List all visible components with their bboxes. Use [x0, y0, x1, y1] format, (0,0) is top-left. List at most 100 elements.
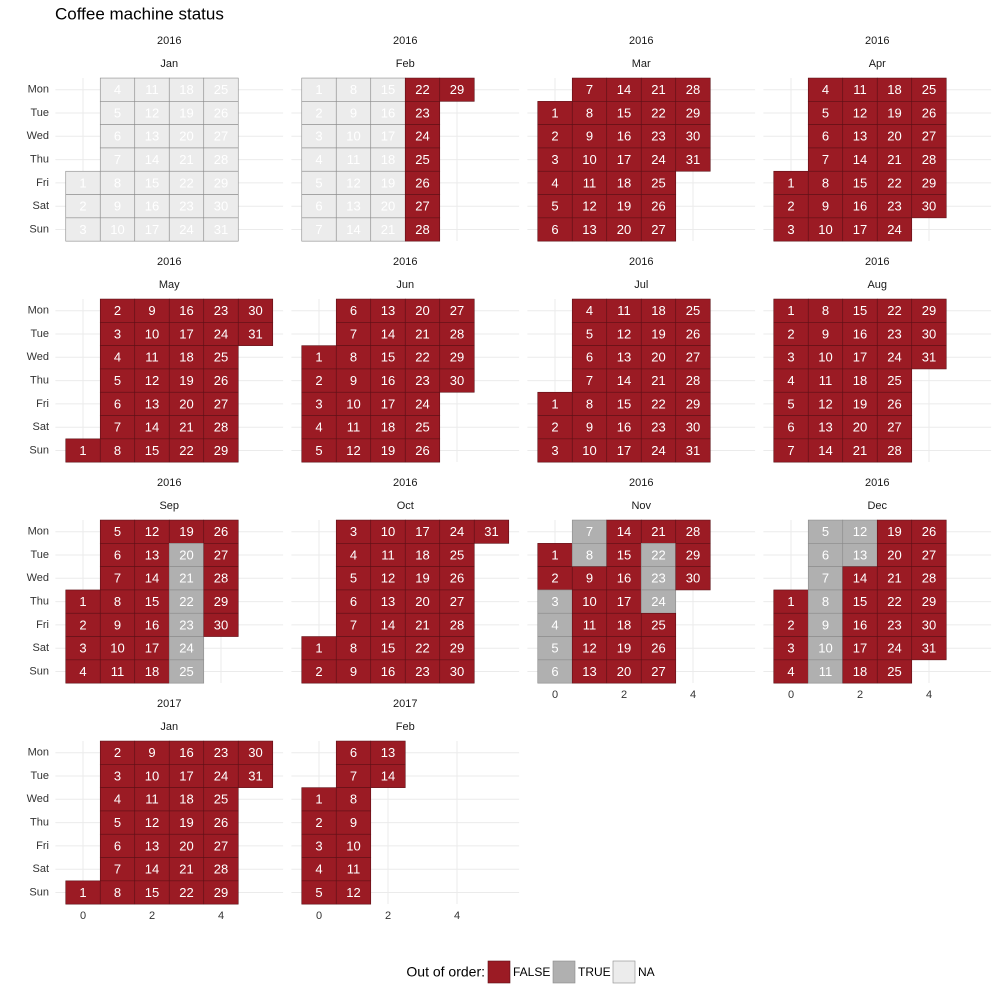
day-label: 29	[450, 82, 464, 97]
day-label: 1	[787, 303, 794, 318]
day-label: 19	[617, 199, 631, 214]
day-label: 20	[887, 129, 901, 144]
day-label: 13	[145, 396, 159, 411]
day-cell	[168, 659, 205, 684]
day-label: 22	[887, 594, 901, 609]
day-label: 1	[79, 885, 86, 900]
x-tick-label: 0	[788, 689, 794, 701]
day-label: 10	[381, 524, 395, 539]
y-tick-label: Fri	[36, 840, 49, 852]
day-label: 12	[145, 373, 159, 388]
day-label: 9	[822, 326, 829, 341]
day-label: 22	[179, 885, 193, 900]
day-label: 25	[415, 420, 429, 435]
strip-month: Jan	[160, 58, 178, 70]
y-tick-label: Mon	[28, 526, 49, 538]
day-label: 22	[415, 350, 429, 365]
day-label: 11	[145, 82, 159, 97]
day-label: 1	[315, 82, 322, 97]
day-label: 10	[110, 222, 124, 237]
day-label: 11	[819, 373, 833, 388]
day-label: 11	[583, 175, 597, 190]
day-label: 29	[214, 443, 228, 458]
day-label: 6	[350, 594, 357, 609]
legend-swatch	[552, 960, 576, 984]
day-label: 16	[381, 105, 395, 120]
day-label: 9	[586, 571, 593, 586]
y-tick-label: Sun	[29, 444, 49, 456]
y-tick-label: Sat	[32, 642, 49, 654]
day-label: 8	[114, 175, 121, 190]
day-label: 24	[214, 768, 228, 783]
day-label: 8	[114, 885, 121, 900]
day-label: 7	[787, 443, 794, 458]
day-label: 28	[922, 571, 936, 586]
day-label: 7	[114, 152, 121, 167]
day-label: 5	[114, 815, 121, 830]
strip-month: Mar	[632, 58, 651, 70]
day-label: 6	[114, 547, 121, 562]
day-label: 23	[415, 664, 429, 679]
day-label: 30	[248, 303, 262, 318]
day-label: 14	[145, 420, 159, 435]
legend-label: FALSE	[513, 965, 550, 979]
day-label: 21	[179, 420, 193, 435]
day-label: 7	[350, 768, 357, 783]
day-label: 2	[551, 129, 558, 144]
day-label: 2	[551, 420, 558, 435]
day-label: 17	[415, 524, 429, 539]
day-label: 20	[179, 838, 193, 853]
strip-month: Apr	[869, 58, 886, 70]
day-cell	[404, 217, 441, 242]
day-label: 6	[350, 745, 357, 760]
day-label: 26	[214, 524, 228, 539]
x-tick-label: 4	[218, 910, 224, 922]
day-label: 29	[214, 175, 228, 190]
day-label: 30	[922, 326, 936, 341]
day-label: 15	[853, 175, 867, 190]
day-label: 3	[787, 641, 794, 656]
day-label: 22	[651, 105, 665, 120]
day-label: 8	[114, 594, 121, 609]
day-label: 24	[179, 222, 193, 237]
day-label: 26	[415, 443, 429, 458]
y-tick-label: Wed	[27, 130, 49, 142]
day-label: 21	[887, 571, 901, 586]
day-label: 6	[822, 547, 829, 562]
day-label: 20	[381, 199, 395, 214]
day-label: 22	[415, 641, 429, 656]
day-label: 27	[214, 396, 228, 411]
day-label: 2	[79, 617, 86, 632]
day-label: 2	[787, 326, 794, 341]
day-label: 1	[551, 105, 558, 120]
day-label: 20	[179, 129, 193, 144]
day-label: 13	[145, 129, 159, 144]
day-label: 8	[822, 594, 829, 609]
day-label: 1	[787, 594, 794, 609]
day-label: 17	[381, 396, 395, 411]
day-label: 29	[686, 547, 700, 562]
day-label: 23	[415, 105, 429, 120]
day-label: 30	[686, 420, 700, 435]
day-label: 23	[214, 745, 228, 760]
day-label: 10	[145, 768, 159, 783]
strip-month: Jan	[160, 721, 178, 733]
day-label: 11	[111, 664, 125, 679]
day-label: 28	[450, 617, 464, 632]
day-label: 2	[114, 303, 121, 318]
x-tick-label: 0	[552, 689, 558, 701]
day-cell	[237, 764, 274, 788]
day-cell	[876, 659, 913, 684]
day-cell	[203, 612, 239, 637]
day-label: 13	[346, 199, 360, 214]
day-label: 30	[214, 617, 228, 632]
day-label: 31	[248, 326, 262, 341]
day-label: 29	[686, 105, 700, 120]
day-label: 24	[651, 594, 665, 609]
day-label: 14	[145, 571, 159, 586]
day-label: 8	[586, 396, 593, 411]
day-label: 17	[853, 350, 867, 365]
y-tick-label: Thu	[30, 817, 49, 829]
day-label: 5	[315, 885, 322, 900]
day-label: 26	[651, 641, 665, 656]
